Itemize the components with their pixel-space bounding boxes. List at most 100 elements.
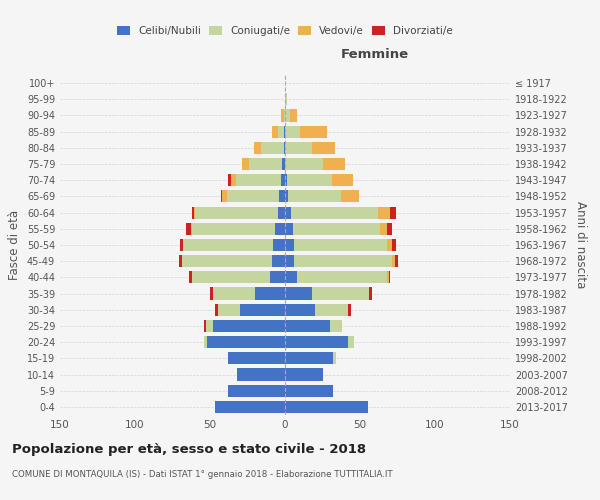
Bar — [387, 222, 392, 235]
Bar — [331, 174, 353, 186]
Bar — [228, 174, 231, 186]
Bar — [215, 401, 285, 413]
Bar — [182, 255, 271, 268]
Bar — [285, 126, 300, 138]
Bar — [271, 255, 285, 268]
Bar — [183, 239, 273, 251]
Bar — [205, 320, 213, 332]
Bar — [387, 239, 392, 251]
Bar — [210, 288, 213, 300]
Bar — [222, 190, 227, 202]
Bar — [192, 222, 275, 235]
Bar — [390, 206, 396, 218]
Bar — [186, 222, 191, 235]
Bar — [241, 158, 249, 170]
Bar — [285, 384, 333, 397]
Text: Femmine: Femmine — [341, 48, 409, 62]
Bar — [215, 304, 218, 316]
Bar — [312, 142, 335, 154]
Bar — [333, 352, 336, 364]
Bar — [330, 320, 342, 332]
Bar — [285, 401, 367, 413]
Bar — [312, 288, 369, 300]
Bar — [213, 320, 285, 332]
Bar — [387, 272, 389, 283]
Legend: Celibi/Nubili, Coniugati/e, Vedovi/e, Divorziati/e: Celibi/Nubili, Coniugati/e, Vedovi/e, Di… — [114, 22, 456, 39]
Bar — [294, 255, 392, 268]
Bar — [261, 142, 284, 154]
Bar — [293, 222, 380, 235]
Bar — [288, 190, 341, 202]
Bar — [227, 190, 279, 202]
Bar — [218, 304, 240, 316]
Bar — [285, 190, 288, 202]
Bar — [273, 239, 285, 251]
Bar — [285, 110, 290, 122]
Bar — [285, 304, 315, 316]
Bar — [193, 206, 195, 218]
Bar — [285, 320, 330, 332]
Bar — [221, 190, 222, 202]
Bar — [195, 206, 277, 218]
Bar — [191, 222, 192, 235]
Bar — [277, 126, 284, 138]
Bar — [285, 368, 323, 380]
Y-axis label: Anni di nascita: Anni di nascita — [574, 202, 587, 288]
Bar — [291, 206, 378, 218]
Bar — [285, 272, 297, 283]
Bar — [323, 158, 345, 170]
Bar — [282, 158, 285, 170]
Bar — [281, 174, 285, 186]
Bar — [271, 126, 277, 138]
Bar — [270, 272, 285, 283]
Bar — [237, 368, 285, 380]
Bar — [348, 336, 354, 348]
Bar — [348, 304, 351, 316]
Bar — [290, 110, 297, 122]
Bar — [235, 174, 281, 186]
Bar — [285, 288, 312, 300]
Bar — [204, 336, 207, 348]
Bar — [395, 255, 398, 268]
Bar — [207, 336, 285, 348]
Y-axis label: Fasce di età: Fasce di età — [8, 210, 21, 280]
Bar — [389, 272, 390, 283]
Bar — [285, 158, 323, 170]
Bar — [275, 222, 285, 235]
Bar — [369, 288, 372, 300]
Bar — [392, 239, 396, 251]
Bar — [378, 206, 390, 218]
Bar — [341, 190, 359, 202]
Bar — [315, 304, 348, 316]
Bar — [254, 142, 261, 154]
Bar — [277, 206, 285, 218]
Bar — [192, 272, 270, 283]
Bar — [285, 206, 291, 218]
Bar — [285, 174, 287, 186]
Bar — [231, 174, 235, 186]
Bar — [204, 320, 205, 332]
Bar — [285, 336, 348, 348]
Bar — [255, 288, 285, 300]
Bar — [285, 142, 312, 154]
Bar — [380, 222, 387, 235]
Bar — [281, 110, 284, 122]
Bar — [297, 272, 387, 283]
Bar — [285, 93, 287, 106]
Bar — [228, 352, 285, 364]
Bar — [228, 384, 285, 397]
Bar — [189, 272, 192, 283]
Bar — [213, 288, 255, 300]
Bar — [285, 239, 294, 251]
Text: Popolazione per età, sesso e stato civile - 2018: Popolazione per età, sesso e stato civil… — [12, 442, 366, 456]
Bar — [294, 239, 387, 251]
Bar — [285, 255, 294, 268]
Bar — [249, 158, 282, 170]
Bar — [285, 352, 333, 364]
Bar — [192, 206, 193, 218]
Bar — [279, 190, 285, 202]
Bar — [180, 239, 183, 251]
Bar — [285, 222, 293, 235]
Bar — [240, 304, 285, 316]
Bar — [284, 110, 285, 122]
